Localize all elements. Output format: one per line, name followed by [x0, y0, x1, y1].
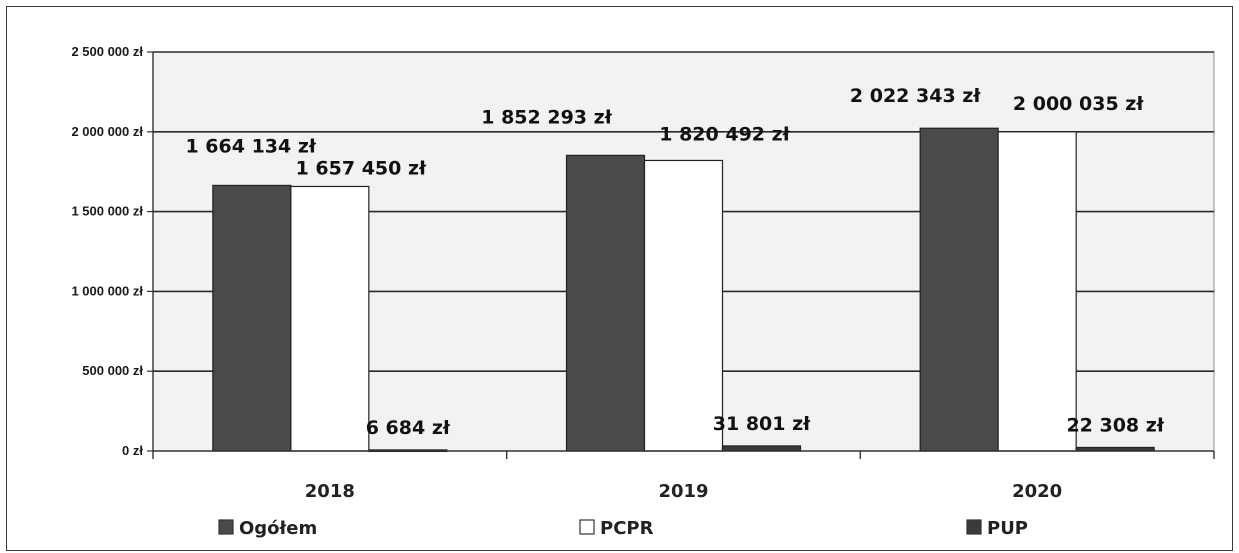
bar-ogolem-2018: [212, 184, 292, 452]
bar-pcpr-2019: [643, 159, 724, 452]
y-tick-label: 1 000 000 zł: [71, 283, 143, 298]
y-axis-ticks: 0 zł 500 000 zł 1 000 000 zł 1 500 000 zł 2 …: [71, 44, 153, 458]
legend-swatch-ogolem: [218, 519, 234, 535]
y-tick-label: 500 000 zł: [82, 363, 143, 378]
x-category-label: 2020: [1012, 481, 1062, 502]
data-label-pcpr-2018: 1 657 450 zł: [296, 157, 427, 179]
legend-label-pcpr: PCPR: [600, 518, 654, 539]
bar-pcpr-2020: [997, 131, 1077, 452]
y-tick-label: 2 500 000 zł: [71, 44, 143, 59]
bar-ogolem-2020: [919, 127, 999, 452]
legend-label-ogolem: Ogółem: [239, 518, 317, 539]
data-label-ogolem-2020: 2 022 343 zł: [850, 85, 981, 107]
bar-chart: 0 zł 500 000 zł 1 000 000 zł 1 500 000 zł 2 …: [71, 44, 1215, 539]
bars: [212, 127, 1155, 453]
data-label-pcpr-2020: 2 000 035 zł: [1013, 93, 1144, 115]
x-axis-categories: 2018 2019 2020: [305, 481, 1062, 502]
data-label-pcpr-2019: 1 820 492 zł: [659, 123, 790, 145]
data-label-pup-2018: 6 684 zł: [366, 417, 451, 439]
data-labels: 1 664 134 zł1 657 450 zł 6 684 zł 1 852 29…: [185, 85, 1164, 439]
legend-swatch-pup: [966, 519, 982, 535]
data-label-ogolem-2019: 1 852 293 zł: [481, 106, 612, 128]
legend: Ogółem PCPR PUP: [218, 518, 1028, 539]
bar-pcpr-2018: [290, 185, 370, 452]
legend-label-pup: PUP: [987, 518, 1028, 539]
data-label-pup-2020: 22 308 zł: [1066, 414, 1164, 436]
x-category-label: 2019: [658, 481, 708, 502]
chart-frame: 0 zł 500 000 zł 1 000 000 zł 1 500 000 zł 2 …: [6, 6, 1233, 551]
bar-ogolem-2019: [565, 154, 646, 452]
y-tick-label: 1 500 000 zł: [71, 204, 143, 219]
data-label-ogolem-2018: 1 664 134 zł: [185, 135, 316, 157]
y-tick-label: 2 000 000 zł: [71, 124, 143, 139]
x-category-label: 2018: [305, 481, 355, 502]
data-label-pup-2019: 31 801 zł: [713, 413, 811, 435]
y-tick-label: 0 zł: [122, 443, 143, 458]
axes: [152, 52, 1215, 459]
legend-swatch-pcpr: [579, 519, 595, 535]
